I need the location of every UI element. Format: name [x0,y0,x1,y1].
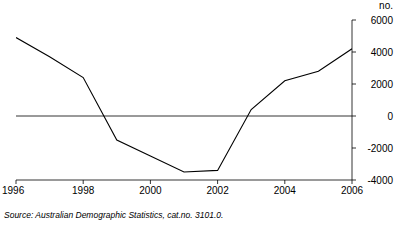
plot [16,38,352,172]
y-tick-label: 2000 [371,79,394,90]
x-tick [150,180,151,184]
x-tick [284,180,285,184]
y-tick-label: -2000 [367,143,393,154]
x-axis [16,180,352,181]
y-tick [352,20,356,21]
x-tick [16,180,17,184]
y-tick [352,148,356,149]
x-tick-label: 2004 [274,185,297,196]
y-axis [352,20,353,180]
x-tick-label: 2002 [206,185,229,196]
x-tick-label: 1998 [72,185,95,196]
x-tick [217,180,218,184]
source: Source: Australian Demographic Statistic… [4,210,223,220]
x-tick [83,180,84,184]
y-tick-label: 4000 [371,47,394,58]
data-line [16,38,352,172]
x-tick-label: 2000 [139,185,162,196]
x-tick-label: 2006 [341,185,364,196]
chart: -4000 -2000 0 2000 4000 6000 1996 1998 2000 2002 2… [0,0,397,227]
y-tick [352,180,356,181]
zero-line [16,116,352,117]
x-tick-label: 1996 [2,185,25,196]
y-tick [352,116,356,117]
y-tick [352,84,356,85]
y-tick [352,52,356,53]
y-tick-label: 0 [387,111,393,122]
y-tick-label: -4000 [367,175,393,186]
x-tick [352,180,353,184]
y-tick-label: 6000 [371,15,394,26]
y-axis-label: no. [379,0,393,11]
